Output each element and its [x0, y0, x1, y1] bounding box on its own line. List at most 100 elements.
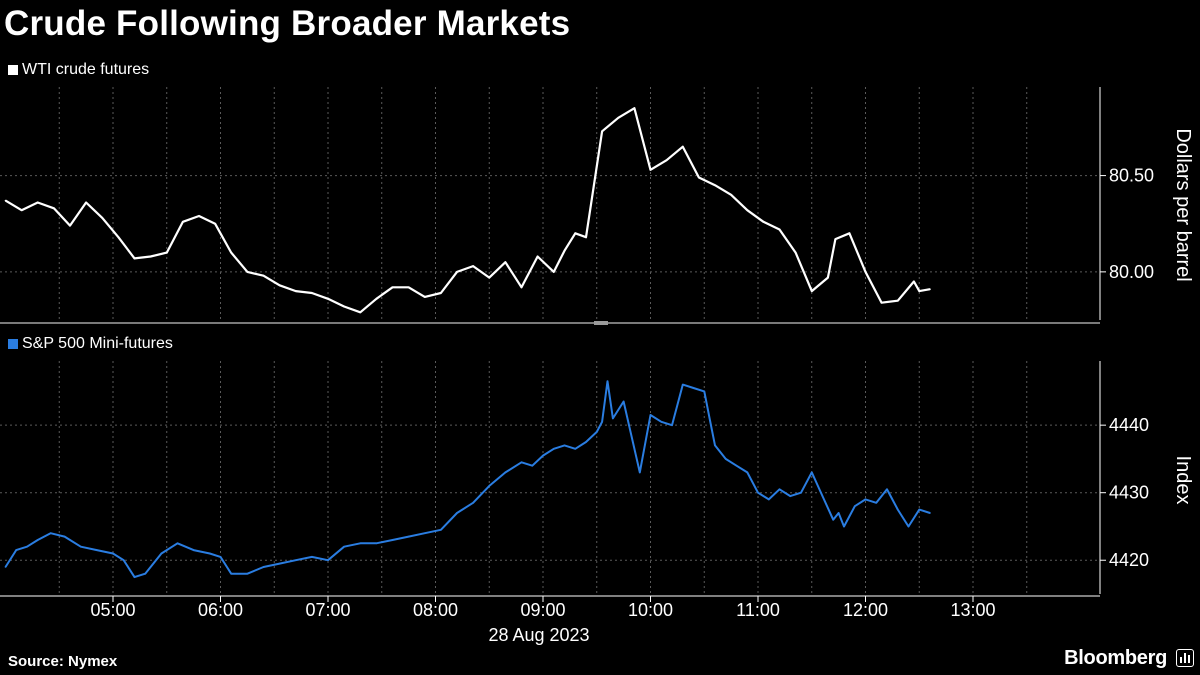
data-point	[53, 207, 55, 210]
data-point	[778, 228, 781, 231]
x-tick-label: 13:00	[950, 600, 995, 620]
data-point	[391, 539, 394, 541]
data-point	[423, 296, 426, 298]
data-point	[681, 383, 684, 386]
data-point	[101, 217, 104, 219]
data-point	[456, 512, 458, 514]
data-point	[612, 417, 614, 420]
y-tick-label: 4440	[1109, 415, 1149, 435]
data-point	[520, 461, 523, 464]
data-point	[810, 290, 813, 292]
data-point	[327, 298, 329, 300]
chart-title: Crude Following Broader Markets	[4, 4, 571, 43]
data-point	[864, 498, 867, 501]
data-point	[472, 265, 474, 267]
data-point	[160, 552, 163, 555]
data-point	[20, 209, 23, 212]
data-point	[601, 420, 603, 423]
data-point	[708, 417, 711, 420]
data-point	[133, 576, 136, 578]
data-point	[504, 471, 507, 474]
grid-lines	[0, 87, 1100, 594]
data-point	[778, 488, 781, 491]
data-point	[4, 199, 7, 202]
data-point	[391, 286, 394, 289]
data-point	[552, 447, 555, 450]
data-point	[165, 251, 168, 254]
data-point	[440, 292, 442, 294]
date-label: 28 Aug 2023	[488, 625, 589, 645]
legend-crude: WTI crude futures	[8, 61, 149, 79]
data-point	[767, 498, 770, 501]
panel-resize-handle	[594, 321, 608, 325]
legend-swatch-crude	[8, 65, 18, 75]
data-point	[246, 271, 249, 273]
data-point	[810, 471, 813, 474]
data-point	[542, 454, 544, 457]
data-point	[36, 201, 39, 204]
data-point	[843, 525, 845, 528]
data-point	[343, 545, 345, 548]
data-point	[837, 512, 840, 514]
data-point	[472, 502, 474, 504]
data-point	[617, 117, 620, 119]
spx-series-line	[4, 380, 931, 579]
data-point	[144, 572, 147, 575]
data-point	[407, 286, 410, 289]
y-tick-label: 80.50	[1109, 166, 1154, 186]
data-point	[730, 194, 732, 196]
data-point	[192, 549, 195, 551]
data-point	[230, 572, 233, 575]
data-point	[665, 159, 668, 161]
legend-label-spx: S&P 500 Mini-futures	[22, 335, 173, 352]
legend-swatch-spx	[8, 339, 18, 349]
data-point	[832, 518, 835, 521]
data-point	[552, 271, 555, 273]
data-point	[85, 201, 87, 204]
data-point	[918, 508, 921, 511]
data-point	[746, 209, 749, 212]
data-point	[359, 542, 362, 545]
data-point	[4, 566, 7, 568]
data-point	[343, 305, 345, 308]
axes: 80.00 80.50 4420 4430 4440 05:00 06:00 07:00 08:…	[0, 87, 1154, 620]
data-point	[880, 301, 883, 304]
data-point	[375, 298, 378, 300]
data-point	[875, 502, 878, 504]
x-tick-label: 07:00	[305, 600, 350, 620]
data-point	[63, 535, 66, 538]
data-point	[69, 224, 71, 227]
crude-series-line	[4, 107, 931, 314]
data-point	[149, 255, 152, 258]
data-point	[26, 545, 28, 548]
data-point	[827, 276, 829, 279]
data-point	[262, 274, 265, 277]
series-layer	[4, 107, 931, 579]
x-tick-label: 11:00	[736, 600, 780, 620]
x-tick-label: 12:00	[843, 600, 888, 620]
data-point	[789, 495, 792, 497]
data-point	[262, 566, 265, 568]
data-point	[536, 255, 539, 258]
data-point	[311, 556, 313, 558]
data-point	[488, 276, 491, 279]
data-point	[918, 290, 921, 292]
data-point	[112, 552, 114, 555]
data-point	[762, 220, 765, 223]
data-point	[176, 542, 179, 545]
data-point	[219, 556, 222, 558]
data-point	[574, 447, 577, 450]
legend-spx: S&P 500 Mini-futures	[8, 335, 173, 353]
data-point	[520, 286, 523, 289]
data-point	[660, 420, 663, 423]
data-point	[907, 525, 910, 528]
data-point	[585, 441, 587, 443]
data-point	[407, 535, 410, 538]
data-point	[757, 491, 759, 494]
data-point	[929, 288, 931, 290]
data-point	[563, 249, 566, 252]
data-point	[359, 311, 362, 314]
x-tick-label: 06:00	[198, 600, 243, 620]
data-point	[585, 236, 587, 238]
